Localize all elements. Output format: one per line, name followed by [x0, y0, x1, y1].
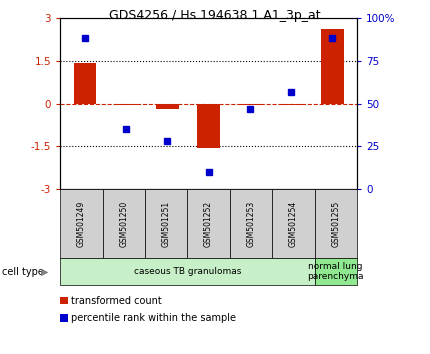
- Text: GDS4256 / Hs.194638.1.A1_3p_at: GDS4256 / Hs.194638.1.A1_3p_at: [109, 9, 321, 22]
- Bar: [321, 29, 344, 103]
- Text: cell type: cell type: [2, 267, 44, 277]
- Text: GSM501254: GSM501254: [289, 201, 298, 247]
- Bar: [115, 103, 138, 105]
- Text: ▶: ▶: [41, 267, 48, 277]
- Text: normal lung
parenchyma: normal lung parenchyma: [307, 262, 364, 281]
- Bar: [280, 103, 302, 105]
- Text: GSM501253: GSM501253: [246, 201, 255, 247]
- Bar: [238, 103, 261, 105]
- Text: GSM501252: GSM501252: [204, 201, 213, 247]
- Text: caseous TB granulomas: caseous TB granulomas: [134, 267, 241, 276]
- Text: GSM501249: GSM501249: [77, 201, 86, 247]
- Bar: [156, 103, 179, 109]
- Bar: [197, 103, 220, 148]
- Text: percentile rank within the sample: percentile rank within the sample: [71, 313, 236, 323]
- Text: GSM501251: GSM501251: [162, 201, 171, 247]
- Text: GSM501255: GSM501255: [331, 201, 340, 247]
- Text: transformed count: transformed count: [71, 296, 162, 306]
- Bar: [74, 63, 96, 103]
- Text: GSM501250: GSM501250: [119, 201, 128, 247]
